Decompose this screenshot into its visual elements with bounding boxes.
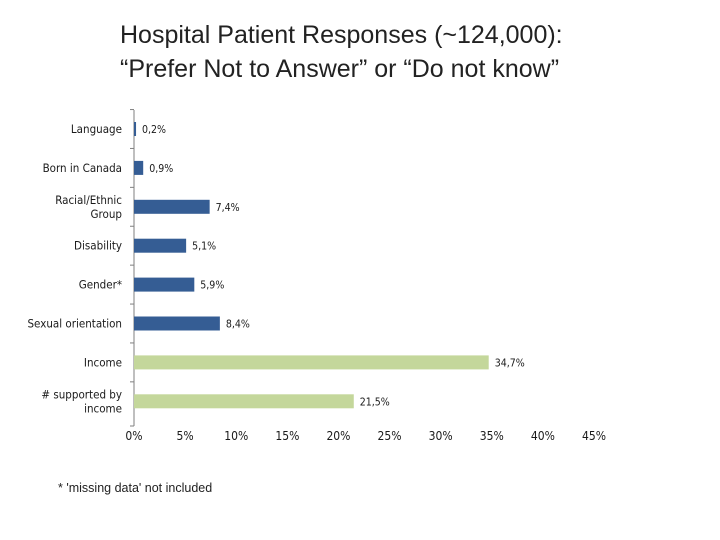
data-label: 34,7% bbox=[495, 357, 525, 369]
category-label: Racial/Ethnic bbox=[55, 193, 122, 207]
x-tick-label: 45% bbox=[582, 429, 606, 443]
chart-title-line-1: Hospital Patient Responses (~124,000): bbox=[120, 21, 563, 49]
x-tick-label: 5% bbox=[177, 429, 194, 443]
x-tick-label: 30% bbox=[429, 429, 453, 443]
x-tick-label: 10% bbox=[224, 429, 248, 443]
x-tick-label: 40% bbox=[531, 429, 555, 443]
chart-title: Hospital Patient Responses (~124,000): “… bbox=[120, 18, 720, 86]
data-label: 0,2% bbox=[142, 124, 166, 136]
category-label: Disability bbox=[74, 239, 122, 253]
data-label: 7,4% bbox=[216, 202, 240, 214]
data-label: 21,5% bbox=[360, 396, 390, 408]
x-tick-label: 0% bbox=[125, 429, 142, 443]
category-label: Group bbox=[91, 207, 122, 221]
category-label: Sexual orientation bbox=[27, 317, 122, 331]
x-tick-label: 15% bbox=[275, 429, 299, 443]
bar bbox=[134, 122, 137, 136]
data-label: 0,9% bbox=[149, 163, 173, 175]
data-label: 5,9% bbox=[200, 280, 224, 292]
x-tick-label: 25% bbox=[378, 429, 402, 443]
data-label: 5,1% bbox=[192, 241, 216, 253]
bar bbox=[134, 316, 220, 331]
category-label: Income bbox=[84, 355, 122, 369]
category-label: income bbox=[84, 401, 122, 415]
bar bbox=[134, 238, 187, 253]
category-label: Language bbox=[71, 122, 122, 136]
category-label: Gender* bbox=[79, 278, 122, 292]
bar bbox=[134, 394, 354, 409]
bar bbox=[134, 199, 210, 214]
bar bbox=[134, 160, 144, 175]
chart-title-line-2: “Prefer Not to Answer” or “Do not know” bbox=[120, 55, 560, 83]
footnote: * 'missing data' not included bbox=[58, 481, 213, 495]
category-label: Born in Canada bbox=[43, 161, 122, 175]
category-label: # supported by bbox=[41, 387, 122, 401]
bar bbox=[134, 277, 195, 292]
x-tick-label: 35% bbox=[480, 429, 504, 443]
x-tick-label: 20% bbox=[326, 429, 350, 443]
bar bbox=[134, 355, 489, 370]
data-label: 8,4% bbox=[226, 319, 250, 331]
